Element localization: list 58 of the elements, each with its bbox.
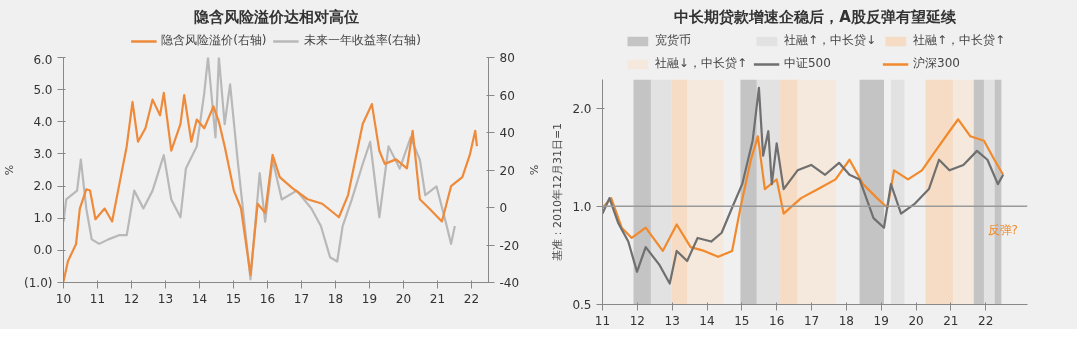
y-tick-label: 4.0	[33, 114, 53, 129]
y-tick-label: 3.0	[33, 146, 53, 161]
chart-title: 中长期贷款增速企稳后，A股反弹有望延续	[674, 7, 957, 26]
y2-tick-label: -40	[499, 276, 520, 290]
y-tick-label: 1.0	[572, 199, 592, 214]
y-tick-label: 6.0	[33, 52, 53, 67]
y2-tick-label: 20	[499, 163, 515, 178]
y-axis-title: %	[3, 164, 17, 176]
x-tick-label: 21	[429, 291, 446, 306]
x-tick-label: 14	[191, 291, 208, 306]
y2-tick-label: 60	[499, 88, 515, 103]
x-tick-label: 14	[699, 313, 715, 328]
y2-tick-label: 80	[499, 51, 515, 65]
x-tick-label: 15	[225, 291, 242, 306]
y2-tick-label: 0	[499, 201, 508, 215]
line-series	[63, 91, 479, 283]
y-tick-label: 5.0	[33, 82, 53, 97]
x-tick-label: 12	[123, 291, 140, 306]
x-tick-label: 17	[293, 291, 310, 306]
annotation: 反弹?	[987, 223, 1018, 237]
x-tick-label: 15	[734, 313, 750, 328]
legend-label: 未来一年收益率(右轴)	[303, 32, 421, 49]
x-tick-label: 19	[873, 313, 889, 328]
x-tick-label: 12	[629, 313, 645, 328]
y-tick-label: 2.0	[572, 101, 592, 116]
x-tick-label: 20	[395, 291, 412, 306]
legend-label: 社融↑，中长贷↑	[913, 32, 1006, 49]
x-tick-label: 22	[978, 313, 994, 328]
x-tick-label: 17	[803, 313, 820, 328]
x-tick-label: 13	[157, 291, 174, 306]
x-tick-label: 19	[361, 291, 378, 306]
x-tick-label: 22	[463, 291, 480, 306]
y-tick-label: 0.5	[572, 298, 592, 312]
x-tick-label: 20	[908, 313, 924, 328]
legend-label: 中证500	[783, 55, 831, 72]
x-tick-label: 13	[664, 313, 680, 328]
x-tick-label: 10	[55, 291, 72, 306]
chart-title: 隐含风险溢价达相对高位	[193, 7, 359, 26]
x-tick-label: 18	[327, 291, 344, 306]
y-tick-label: 2.0	[33, 179, 53, 194]
y-axis-title: 基准：2010年12月31日=1	[551, 122, 565, 262]
y-tick-label: 0.0	[33, 243, 53, 258]
y2-tick-label: 40	[499, 126, 515, 140]
legend-label: 沪深300	[913, 55, 960, 72]
legend-label: 宽货币	[654, 32, 691, 49]
x-tick-label: 11	[594, 313, 611, 328]
x-tick-label: 16	[769, 313, 785, 328]
x-tick-label: 11	[89, 291, 106, 306]
legend-label: 社融↓，中长贷↑	[654, 55, 747, 72]
legend-label: 隐含风险溢价(右轴)	[161, 32, 267, 49]
x-tick-label: 18	[838, 313, 854, 328]
x-tick-label: 16	[259, 291, 276, 306]
y2-tick-label: -20	[499, 238, 520, 253]
legend-label: 社融↑，中长贷↓	[783, 32, 877, 49]
y-tick-label: (1.0)	[24, 275, 53, 290]
y-tick-label: 1.0	[33, 211, 53, 226]
y2-axis-title: %	[527, 164, 541, 176]
x-tick-label: 21	[943, 313, 959, 328]
